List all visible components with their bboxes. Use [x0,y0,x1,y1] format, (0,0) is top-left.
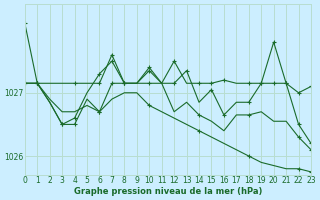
X-axis label: Graphe pression niveau de la mer (hPa): Graphe pression niveau de la mer (hPa) [74,187,262,196]
